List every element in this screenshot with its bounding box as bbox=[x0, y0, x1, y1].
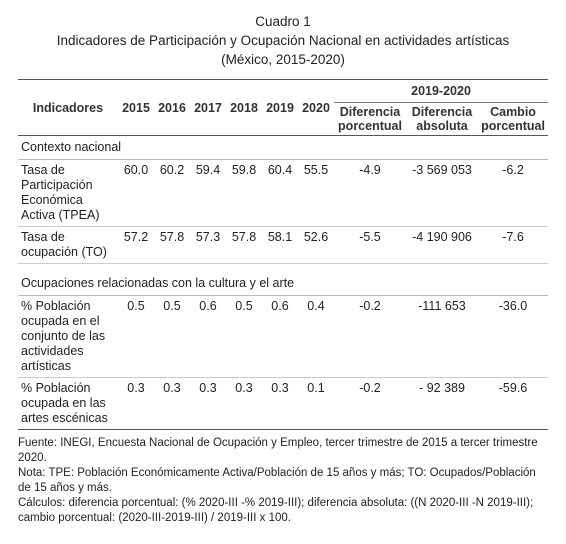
table-header: Indicadores 2015 2016 2017 2018 2019 2020 2019-… bbox=[18, 79, 549, 136]
value-cell: -0.2 bbox=[334, 377, 406, 430]
value-cell: 0.6 bbox=[262, 295, 298, 378]
value-cell: 52.6 bbox=[298, 226, 334, 264]
year-header: 2020 bbox=[298, 79, 334, 136]
note: Fuente: INEGI, Encuesta Nacional de Ocup… bbox=[18, 437, 538, 464]
section-row: Contexto nacional bbox=[18, 135, 549, 160]
data-row: Tasa de Participación Económica Activa (… bbox=[18, 159, 549, 227]
data-row: Tasa de ocupación (TO) 57.2 57.8 57.3 57.8 58… bbox=[18, 226, 549, 264]
table-title: Indicadores de Participación y Ocupación… bbox=[56, 33, 510, 48]
indicator-cell: Tasa de ocupación (TO) bbox=[18, 226, 118, 264]
header-row: Indicadores 2015 2016 2017 2018 2019 2020 2019-… bbox=[18, 79, 549, 136]
value-cell: - 92 389 bbox=[406, 377, 478, 430]
value-cell: 0.5 bbox=[154, 295, 190, 378]
section-label: Ocupaciones relacionadas con la cultura … bbox=[18, 263, 549, 296]
value-cell: -7.6 bbox=[478, 226, 549, 264]
value-cell: 60.4 bbox=[262, 159, 298, 227]
value-cell: 0.1 bbox=[298, 377, 334, 430]
value-cell: 57.8 bbox=[154, 226, 190, 264]
group-column-header: Diferencia porcentual bbox=[334, 102, 406, 136]
value-cell: 60.2 bbox=[154, 159, 190, 227]
value-cell: 0.3 bbox=[118, 377, 154, 430]
section-label: Contexto nacional bbox=[18, 135, 549, 160]
value-cell: 57.3 bbox=[190, 226, 226, 264]
header-cell: Indicadores bbox=[18, 79, 118, 136]
value-cell: 59.8 bbox=[226, 159, 262, 227]
table-body: Contexto nacional Tasa de Participación E… bbox=[18, 135, 549, 430]
note: Cálculos: diferencia porcentual: (% 2020… bbox=[18, 497, 534, 524]
value-cell: -0.2 bbox=[334, 295, 406, 378]
value-cell: 0.6 bbox=[190, 295, 226, 378]
value-cell: -4 190 906 bbox=[406, 226, 478, 264]
table-period: (México, 2015-2020) bbox=[221, 52, 345, 67]
group-column-header: Diferencia absoluta bbox=[406, 102, 478, 136]
value-cell: -59.6 bbox=[478, 377, 549, 430]
value-cell: 59.4 bbox=[190, 159, 226, 227]
value-cell: 58.1 bbox=[262, 226, 298, 264]
value-cell: 0.3 bbox=[262, 377, 298, 430]
value-cell: 60.0 bbox=[118, 159, 154, 227]
section-row: Ocupaciones relacionadas con la cultura … bbox=[18, 263, 549, 296]
group-column-header: Cambio porcentual bbox=[478, 102, 549, 136]
note: Nota: TPE: Población Económicamente Acti… bbox=[18, 467, 536, 494]
value-cell: 0.3 bbox=[226, 377, 262, 430]
value-cell: 57.2 bbox=[118, 226, 154, 264]
value-cell: -3 569 053 bbox=[406, 159, 478, 227]
value-cell: -6.2 bbox=[478, 159, 549, 227]
value-cell: 0.5 bbox=[226, 295, 262, 378]
value-cell: 0.3 bbox=[190, 377, 226, 430]
indicator-cell: Tasa de Participación Económica Activa (… bbox=[18, 159, 118, 227]
indicator-cell: % Población ocupada en el conjunto de la… bbox=[18, 295, 118, 378]
value-cell: 0.5 bbox=[118, 295, 154, 378]
year-header: 2015 bbox=[118, 79, 154, 136]
year-header: 2016 bbox=[154, 79, 190, 136]
indicator-cell: % Población ocupada en las artes escénic… bbox=[18, 377, 118, 430]
value-cell: 55.5 bbox=[298, 159, 334, 227]
value-cell: -36.0 bbox=[478, 295, 549, 378]
data-row: % Población ocupada en las artes escénic… bbox=[18, 377, 549, 430]
header-row: Diferencia porcentual Diferencia absoluta… bbox=[18, 102, 549, 136]
notes: Fuente: INEGI, Encuesta Nacional de Ocup… bbox=[18, 436, 548, 526]
group-header: 2019-2020 bbox=[334, 79, 549, 103]
value-cell: -5.5 bbox=[334, 226, 406, 264]
year-header: 2019 bbox=[262, 79, 298, 136]
value-cell: -4.9 bbox=[334, 159, 406, 227]
year-header: 2018 bbox=[226, 79, 262, 136]
value-cell: 0.3 bbox=[154, 377, 190, 430]
year-header: 2017 bbox=[190, 79, 226, 136]
table-number: Cuadro 1 bbox=[255, 14, 311, 29]
header: Cuadro 1 Indicadores de Participación y … bbox=[0, 0, 566, 69]
data-row: % Población ocupada en el conjunto de la… bbox=[18, 295, 549, 378]
data-table: Indicadores 2015 2016 2017 2018 2019 2020 2019-… bbox=[18, 79, 549, 430]
value-cell: 57.8 bbox=[226, 226, 262, 264]
value-cell: 0.4 bbox=[298, 295, 334, 378]
value-cell: -111 653 bbox=[406, 295, 478, 378]
